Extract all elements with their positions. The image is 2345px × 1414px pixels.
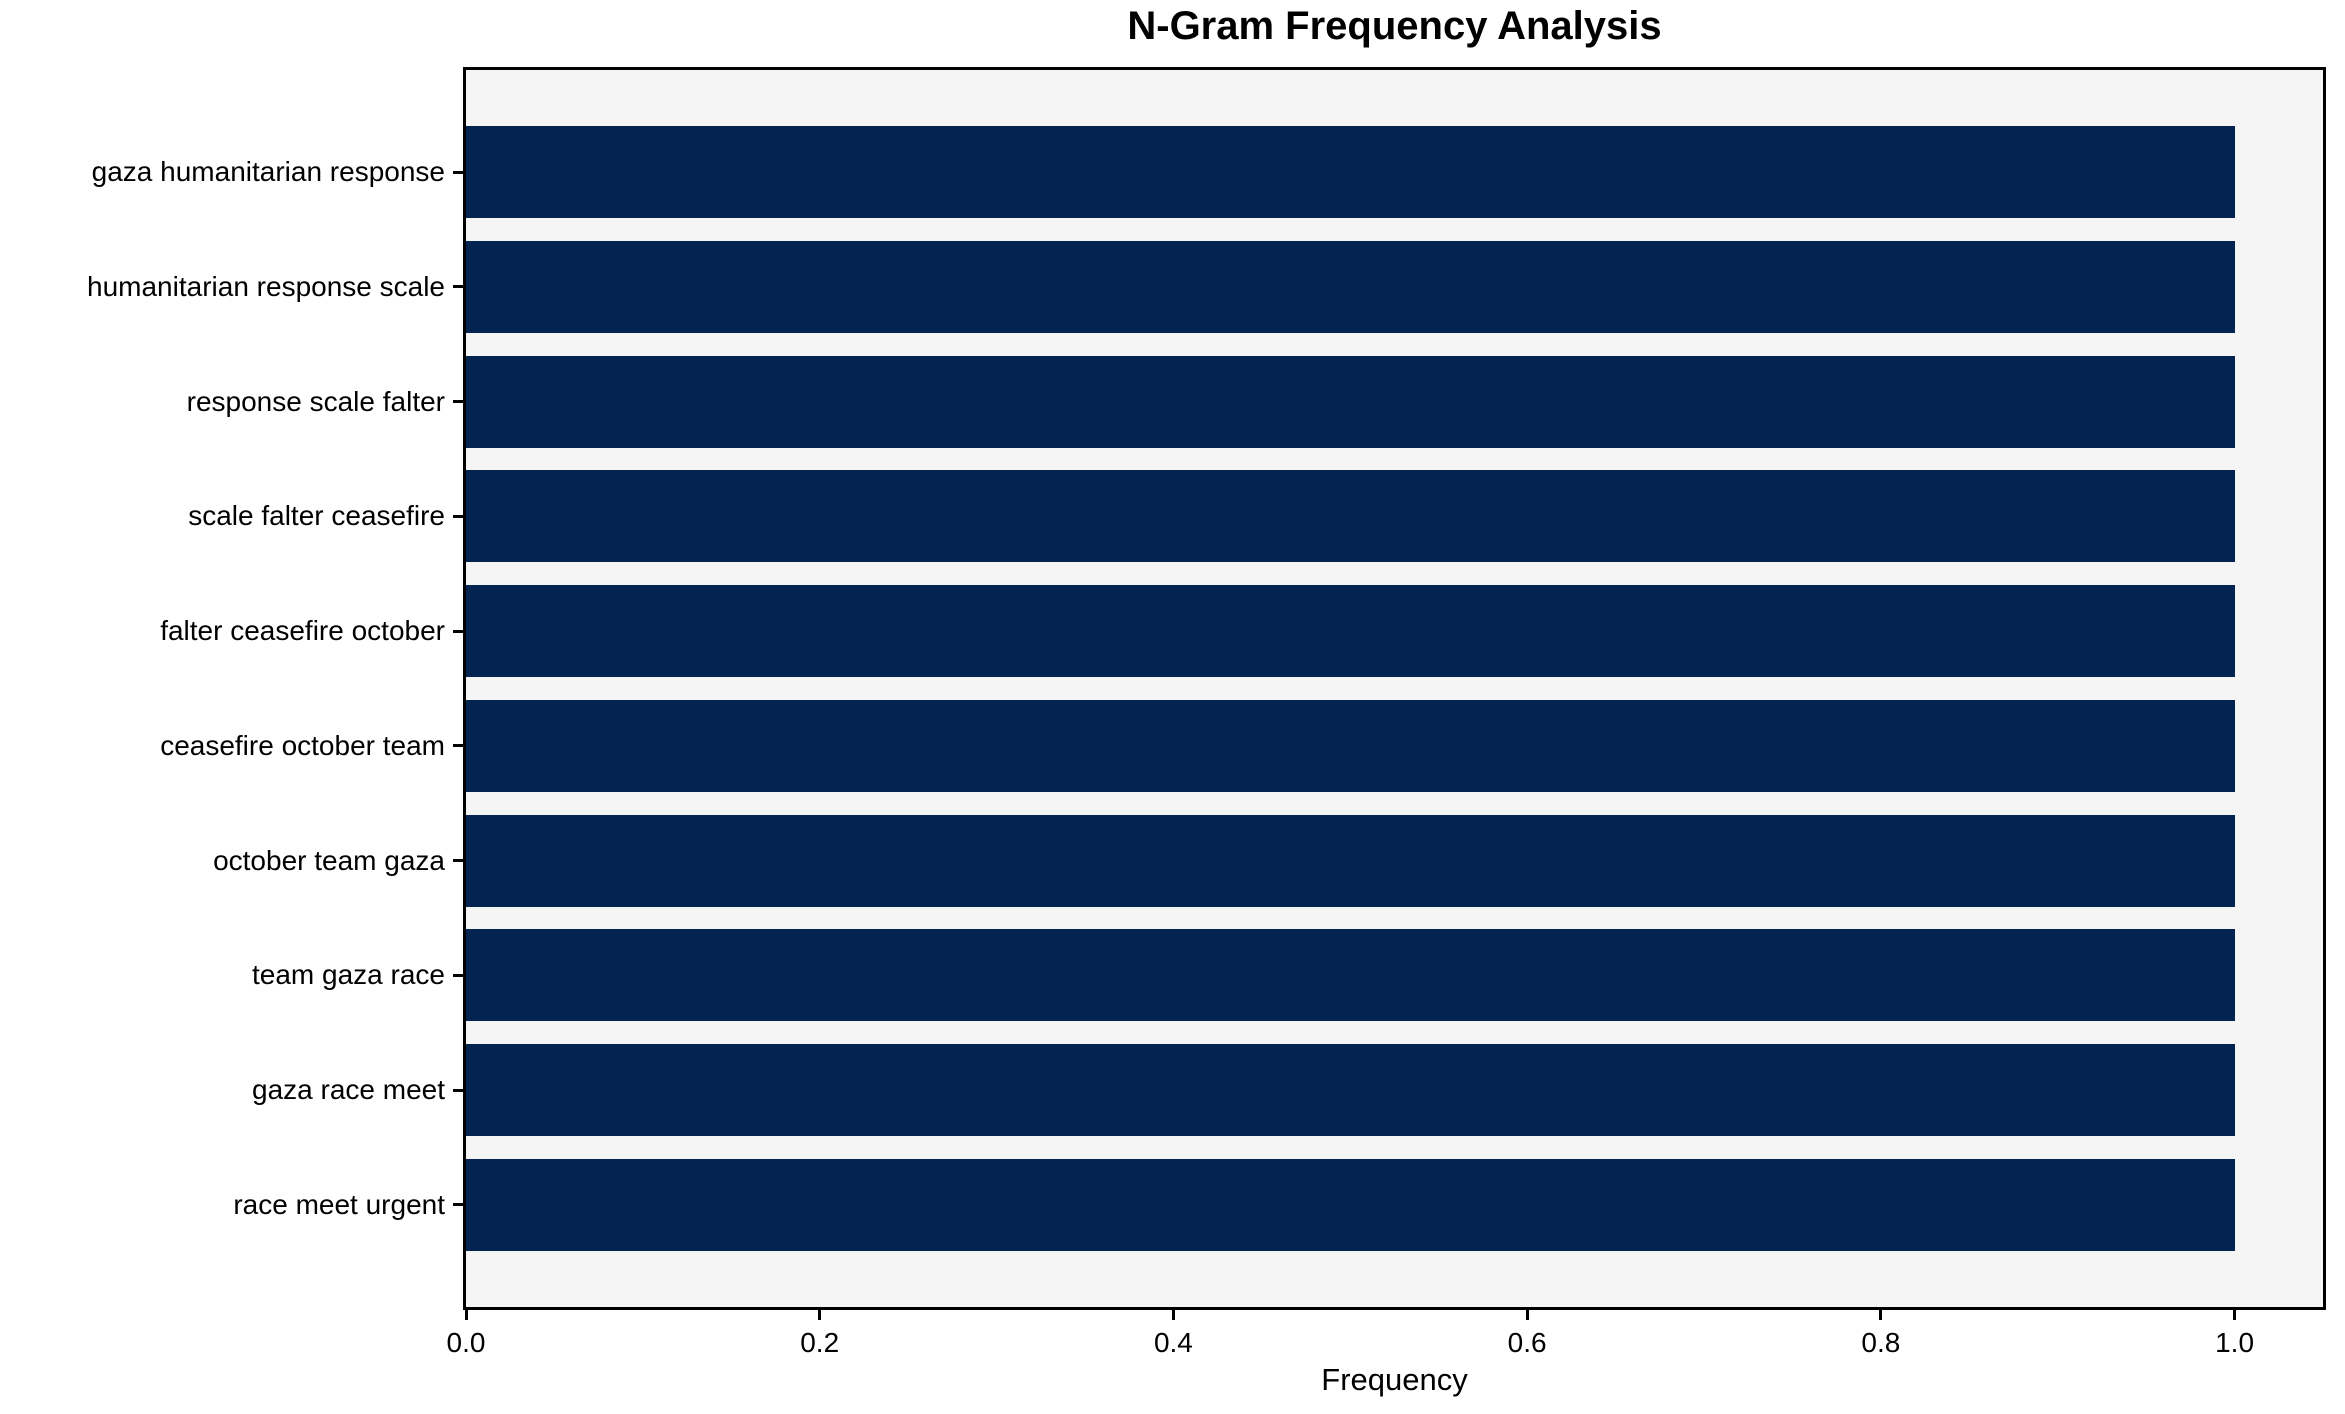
- y-tick-mark: [453, 285, 463, 289]
- x-tick-label: 0.6: [1507, 1327, 1547, 1358]
- y-tick-label: october team gaza: [213, 844, 445, 876]
- x-tick-mark: [818, 1310, 822, 1320]
- y-tick-label: team gaza race: [252, 959, 445, 991]
- y-tick-label: scale falter ceasefire: [188, 500, 445, 532]
- bar: [466, 1044, 2235, 1137]
- x-tick-label: 0.0: [446, 1327, 486, 1358]
- x-tick-mark: [1525, 1310, 1529, 1320]
- y-tick-mark: [453, 629, 463, 633]
- bar: [466, 1158, 2235, 1251]
- x-tick-label: 0.2: [800, 1327, 840, 1358]
- y-tick-mark: [453, 400, 463, 404]
- y-tick-mark: [453, 744, 463, 748]
- y-tick-label: race meet urgent: [233, 1188, 445, 1220]
- x-tick-mark: [2233, 1310, 2237, 1320]
- y-tick-mark: [453, 973, 463, 977]
- bar: [466, 355, 2235, 448]
- bar: [466, 699, 2235, 792]
- chart-title: N-Gram Frequency Analysis: [1127, 4, 1662, 48]
- y-tick-label: gaza race meet: [252, 1074, 445, 1106]
- y-tick-mark: [453, 859, 463, 863]
- bar: [466, 814, 2235, 907]
- y-tick-mark: [453, 514, 463, 518]
- y-tick-label: ceasefire october team: [160, 729, 445, 761]
- x-tick-label: 1.0: [2215, 1327, 2255, 1358]
- y-tick-mark: [453, 170, 463, 174]
- x-tick-mark: [464, 1310, 468, 1320]
- bar: [466, 470, 2235, 563]
- x-tick-label: 0.4: [1153, 1327, 1193, 1358]
- bar: [466, 240, 2235, 333]
- bar: [466, 126, 2235, 219]
- x-axis-title: Frequency: [1321, 1362, 1468, 1397]
- y-tick-mark: [453, 1088, 463, 1092]
- y-tick-label: response scale falter: [186, 385, 445, 417]
- x-tick-mark: [1879, 1310, 1883, 1320]
- bar: [466, 585, 2235, 678]
- x-tick-label: 0.8: [1861, 1327, 1901, 1358]
- y-tick-label: gaza humanitarian response: [91, 156, 445, 188]
- y-tick-label: humanitarian response scale: [87, 270, 445, 302]
- x-tick-mark: [1171, 1310, 1175, 1320]
- y-tick-label: falter ceasefire october: [160, 615, 445, 647]
- y-tick-mark: [453, 1203, 463, 1207]
- bar: [466, 929, 2235, 1022]
